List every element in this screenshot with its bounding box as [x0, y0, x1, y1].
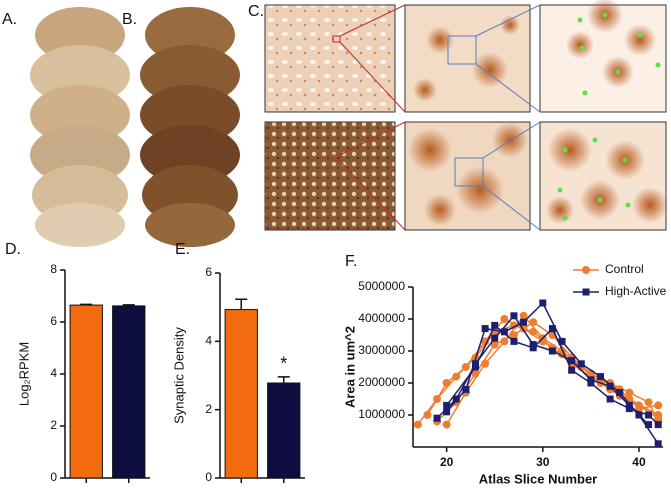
marker	[577, 360, 585, 368]
panel-label: B.	[122, 11, 137, 28]
y-tick-label: 0	[205, 470, 212, 484]
marker	[548, 347, 556, 355]
marker	[616, 389, 624, 397]
marker	[500, 337, 509, 346]
marker	[558, 337, 566, 345]
marker	[548, 325, 556, 333]
panel-label: E.	[175, 241, 190, 258]
series-line	[436, 314, 650, 426]
marker	[645, 411, 653, 419]
y-tick-label: 4	[50, 366, 57, 380]
marker	[529, 318, 538, 327]
legend-label: Control	[605, 262, 644, 276]
panel-label: F.	[345, 253, 357, 270]
legend-label: High-Active	[605, 284, 667, 298]
y-tick-label: 2	[50, 418, 57, 432]
marker	[491, 334, 499, 342]
marker	[634, 401, 643, 410]
marker	[606, 382, 614, 390]
marker	[654, 401, 663, 410]
marker	[491, 321, 499, 329]
y-tick-label: 4000000	[358, 311, 405, 325]
y-axis-label: Synaptic Density	[171, 327, 186, 424]
marker	[500, 315, 509, 323]
error-bar	[122, 304, 135, 306]
marker	[568, 366, 576, 374]
marker	[654, 421, 662, 429]
y-axis-label: Area in um^2	[342, 326, 357, 408]
panel-a-slices	[30, 7, 130, 247]
panel-label: A.	[2, 11, 17, 28]
marker	[539, 299, 547, 307]
y-tick-label: 1000000	[358, 407, 405, 421]
marker	[644, 398, 653, 407]
marker	[645, 421, 653, 429]
bar	[267, 382, 301, 479]
y-axis-label: Log₂RPKM	[16, 342, 31, 406]
y-tick-label: 2	[205, 402, 212, 416]
marker	[654, 414, 663, 423]
error-bar	[277, 376, 290, 384]
marker	[568, 357, 576, 365]
marker	[442, 379, 451, 387]
panel-label: C.	[248, 3, 264, 20]
panel-c-images	[264, 0, 668, 231]
marker	[481, 359, 490, 368]
marker	[472, 363, 479, 371]
marker	[606, 395, 614, 403]
marker	[587, 379, 595, 387]
x-tick-label: 20	[440, 455, 454, 469]
marker	[520, 318, 528, 326]
bar	[69, 304, 103, 479]
marker	[654, 440, 662, 448]
legend-marker	[582, 288, 590, 296]
marker	[510, 312, 518, 320]
x-tick-label: 30	[536, 455, 550, 469]
y-tick-label: 4	[205, 334, 212, 348]
marker	[529, 344, 537, 352]
y-tick-label: 8	[50, 262, 57, 276]
marker	[443, 408, 451, 416]
marker	[519, 311, 528, 320]
annotation: *	[280, 354, 287, 374]
marker	[413, 420, 422, 429]
marker	[452, 395, 460, 403]
y-tick-label: 0	[50, 470, 57, 484]
marker	[490, 340, 499, 349]
y-tick-label: 3000000	[358, 343, 405, 357]
marker	[625, 405, 633, 413]
marker	[509, 331, 518, 339]
bar	[112, 305, 146, 479]
y-tick-label: 6	[205, 265, 212, 279]
x-axis-label: Atlas Slice Number	[479, 471, 598, 486]
series-line	[446, 301, 659, 445]
marker	[500, 328, 508, 336]
marker	[442, 420, 451, 429]
marker	[462, 385, 470, 393]
marker	[423, 411, 432, 419]
y-tick-label: 2000000	[358, 375, 405, 389]
error-bar	[80, 303, 93, 306]
marker	[625, 388, 634, 397]
y-tick-label: 6	[50, 314, 57, 328]
error-bar	[235, 298, 248, 310]
marker	[452, 372, 461, 381]
marker	[461, 363, 470, 371]
marker	[481, 325, 489, 333]
bar	[224, 309, 258, 479]
marker	[510, 337, 518, 345]
marker	[433, 414, 441, 422]
marker	[597, 373, 604, 381]
panel-label: D.	[5, 241, 21, 258]
marker	[443, 401, 451, 409]
legend-marker	[582, 266, 590, 274]
y-tick-label: 5000000	[358, 279, 405, 293]
panel-b-slices	[140, 7, 240, 247]
x-tick-label: 40	[632, 455, 646, 469]
